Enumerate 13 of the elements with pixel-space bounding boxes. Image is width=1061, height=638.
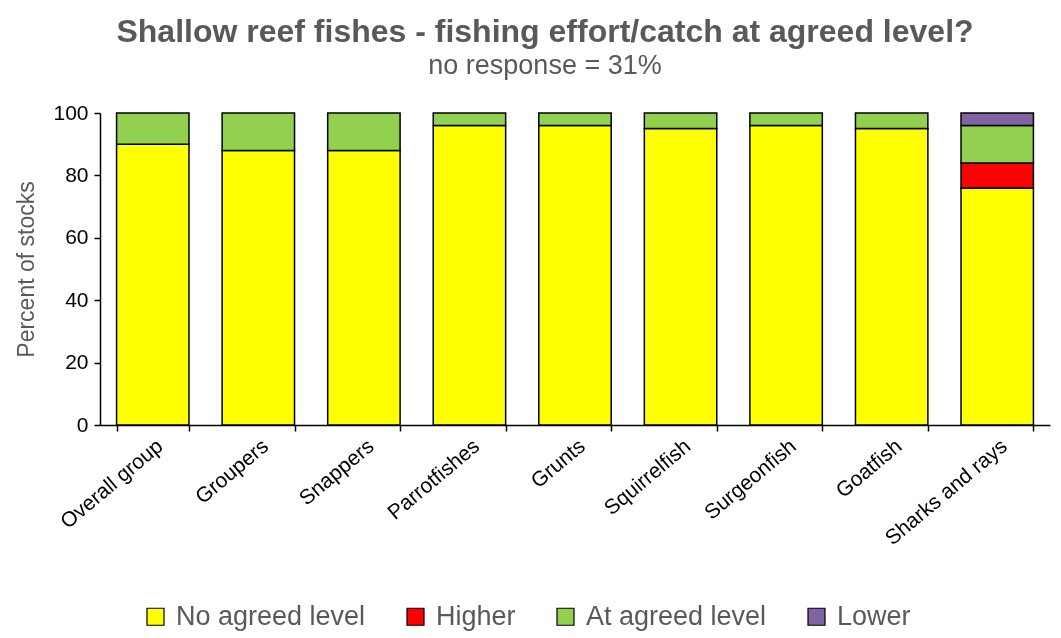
legend-label: No agreed level: [176, 600, 366, 631]
y-axis-title: Percent of stocks: [13, 181, 40, 358]
y-tick-label: 20: [65, 350, 89, 374]
y-tick-label: 40: [65, 287, 89, 311]
chart-subtitle: no response = 31%: [428, 50, 662, 80]
chart-title: Shallow reef fishes - fishing effort/catch at agreed level?: [116, 13, 974, 49]
legend-label: At agreed level: [586, 600, 767, 631]
legend-label: Lower: [837, 600, 911, 631]
y-tick-label: 60: [65, 225, 89, 249]
legend-label: Higher: [436, 600, 516, 631]
y-tick-label: 80: [65, 162, 89, 186]
y-tick-label: 100: [53, 100, 89, 124]
y-tick-label: 0: [76, 412, 89, 436]
